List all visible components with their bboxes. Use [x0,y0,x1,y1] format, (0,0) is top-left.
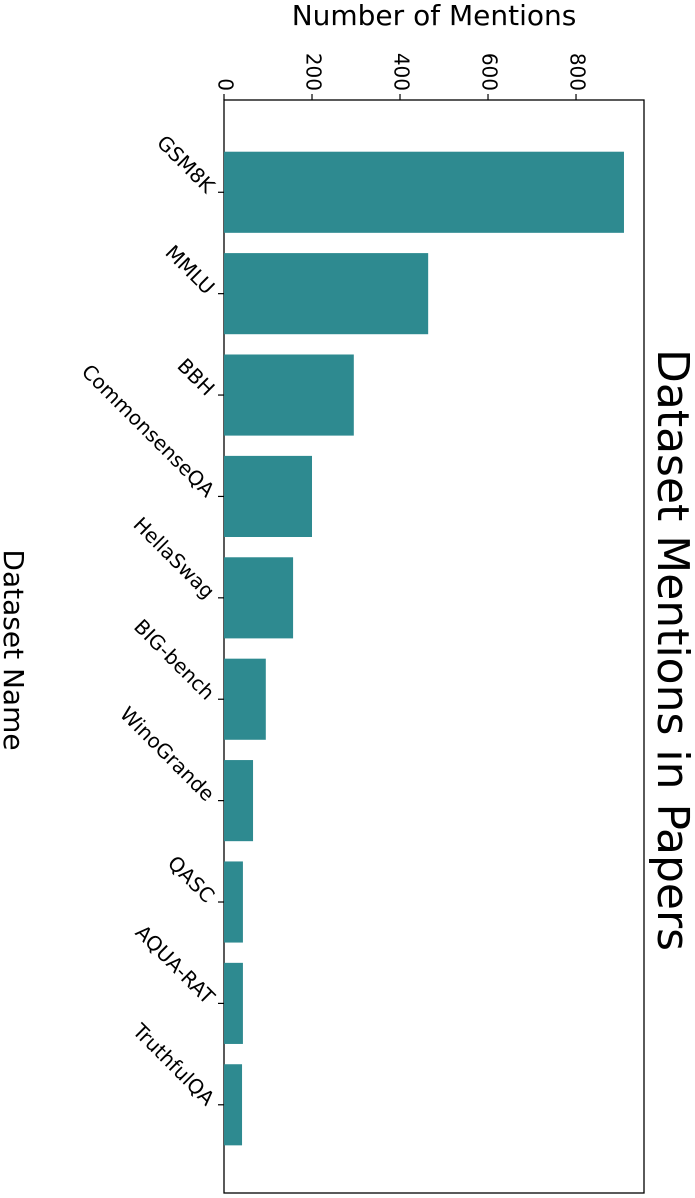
bar [224,1064,243,1146]
category-tick-label: TruthfulQA [127,1018,219,1110]
category-tick-label: BBH [173,353,220,400]
value-tick-label: 400 [390,53,414,91]
bar [224,962,243,1044]
category-tick-label: QASC [163,851,220,908]
category-axis-label: Dataset Name [0,549,30,750]
category-tick-label: WinoGrande [115,702,219,806]
value-axis-label: Number of Mentions [292,0,577,32]
value-tick-label: 200 [302,53,326,91]
category-tick-label: GSM8K [152,130,220,198]
category-tick-label: MMLU [161,240,220,299]
category-tick-label: HellaSwag [129,512,220,603]
bar [224,658,266,740]
bar [224,151,624,233]
bar [224,861,243,943]
category-tick-label: AQUA-RAT [131,920,220,1009]
value-tick-label: 0 [214,78,238,91]
value-tick-label: 800 [566,53,590,91]
bar [224,760,254,842]
value-tick-label: 600 [478,53,502,91]
chart-title: Dataset Mentions in Papers [647,349,695,951]
plot-frame [223,99,645,1194]
bar [224,253,429,335]
bar [224,455,313,537]
category-tick-label: BIG-bench [129,614,219,704]
bar [224,557,294,639]
bar [224,354,354,436]
